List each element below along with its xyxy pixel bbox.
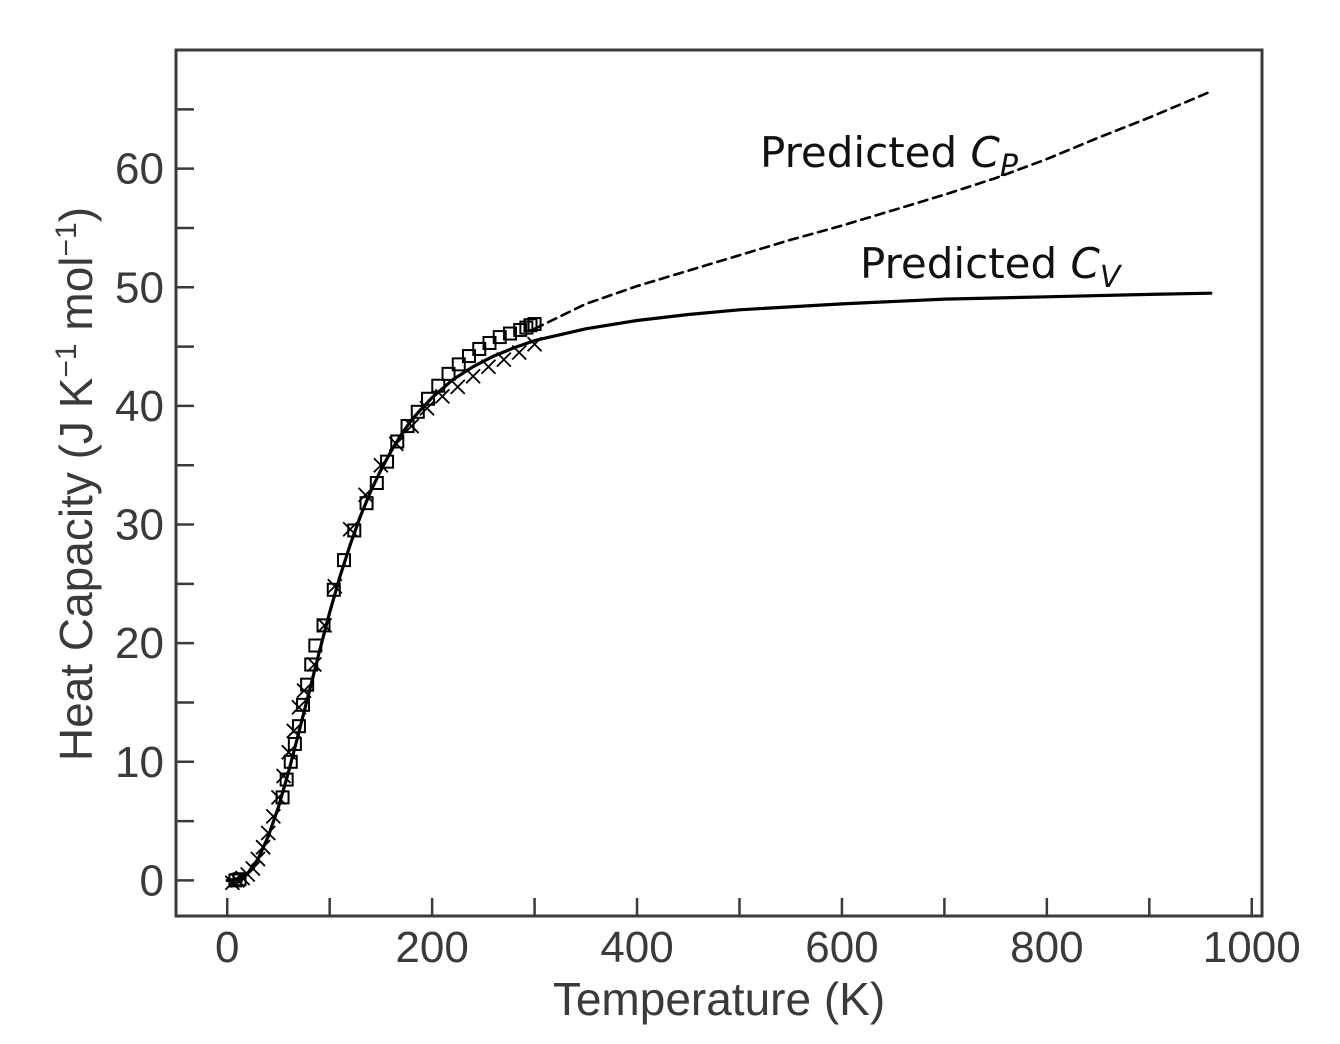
y-tick-label: 10 bbox=[115, 738, 164, 787]
x-tick-label: 800 bbox=[1010, 923, 1083, 972]
cp-curve bbox=[533, 90, 1213, 331]
x-tick-label: 1000 bbox=[1203, 923, 1301, 972]
markers-layer bbox=[224, 317, 543, 891]
data-point-square bbox=[304, 657, 319, 672]
data-point-cross bbox=[434, 388, 451, 405]
data-point-square bbox=[400, 419, 415, 434]
data-point-cross bbox=[229, 872, 246, 889]
data-point-square bbox=[390, 434, 405, 449]
data-point-cross bbox=[373, 457, 389, 473]
data-point-square bbox=[283, 754, 298, 769]
x-tick-label: 600 bbox=[805, 923, 878, 972]
x-axis-title: Temperature (K) bbox=[553, 973, 885, 1025]
data-point-cross bbox=[245, 860, 261, 877]
data-point-cross bbox=[465, 368, 481, 384]
data-point-square bbox=[308, 638, 323, 653]
data-point-square bbox=[380, 454, 395, 469]
annotation-cp-subscript: P bbox=[1000, 149, 1019, 184]
annotation-cp-symbol: C bbox=[971, 128, 1001, 177]
y-tick-label: 40 bbox=[115, 382, 164, 431]
axis-ticks bbox=[176, 108, 1254, 916]
x-tick-label: 400 bbox=[600, 923, 673, 972]
y-axis-title-mid: mol bbox=[50, 256, 102, 343]
data-point-square bbox=[519, 320, 534, 335]
x-tick-label: 200 bbox=[395, 923, 468, 972]
cv-curve bbox=[225, 291, 1213, 883]
data-point-square bbox=[337, 553, 352, 568]
data-point-square bbox=[287, 736, 302, 751]
y-axis-title-main: Heat Capacity (J K bbox=[50, 377, 102, 761]
data-point-cross bbox=[316, 617, 333, 633]
y-tick-label: 20 bbox=[115, 619, 164, 668]
y-axis-title: Heat Capacity (J K−1 mol−1) bbox=[50, 207, 102, 761]
series-layer bbox=[225, 90, 1213, 883]
data-point-square bbox=[421, 391, 436, 406]
y-axis-title-exp2: −1 bbox=[50, 222, 83, 256]
y-axis-title-exp1: −1 bbox=[50, 343, 83, 377]
data-point-square bbox=[502, 326, 517, 341]
data-point-cross bbox=[419, 400, 435, 416]
data-point-cross bbox=[291, 699, 307, 715]
data-point-cross bbox=[388, 436, 404, 452]
data-point-square bbox=[232, 872, 247, 887]
data-point-cross bbox=[357, 487, 374, 503]
annotation-cv-symbol: C bbox=[1071, 239, 1101, 288]
data-point-cross bbox=[265, 808, 281, 824]
data-point-cross bbox=[511, 344, 527, 361]
data-point-cross bbox=[281, 744, 297, 760]
axis-tick-labels: 0 200 400 600 800 1000 0 10 20 30 40 50 60 bbox=[115, 145, 1301, 972]
annotation-cp-text: Predicted bbox=[760, 128, 971, 177]
data-point-cross bbox=[342, 521, 358, 537]
data-point-square bbox=[527, 317, 542, 332]
data-point-square bbox=[326, 582, 341, 597]
data-point-cross bbox=[286, 723, 302, 739]
data-point-square bbox=[275, 790, 290, 805]
y-axis-title-end: ) bbox=[50, 207, 102, 222]
x-tick-label: 0 bbox=[215, 923, 239, 972]
data-point-cross bbox=[306, 656, 322, 673]
data-point-cross bbox=[404, 418, 420, 434]
data-point-cross bbox=[260, 825, 276, 841]
data-point-cross bbox=[450, 379, 466, 395]
y-tick-label: 50 bbox=[115, 263, 164, 312]
data-point-cross bbox=[275, 768, 292, 784]
data-point-cross bbox=[270, 789, 287, 806]
data-point-square bbox=[316, 618, 331, 633]
data-point-square bbox=[359, 496, 374, 511]
data-point-cross bbox=[480, 359, 497, 375]
data-point-cross bbox=[526, 336, 543, 352]
data-point-square bbox=[300, 677, 315, 692]
data-point-cross bbox=[327, 578, 343, 594]
annotation-cv-text: Predicted bbox=[860, 239, 1071, 288]
y-tick-label: 0 bbox=[140, 856, 164, 905]
data-point-square bbox=[492, 330, 507, 345]
data-point-cross bbox=[224, 875, 240, 891]
y-tick-label: 60 bbox=[115, 145, 164, 194]
data-point-cross bbox=[296, 682, 312, 699]
annotation-predicted-cv: Predicted CV bbox=[860, 239, 1123, 295]
data-point-square bbox=[369, 476, 384, 490]
data-point-cross bbox=[496, 351, 512, 368]
annotation-cv-subscript: V bbox=[1100, 260, 1123, 295]
y-tick-label: 30 bbox=[115, 501, 164, 550]
data-point-cross bbox=[255, 839, 271, 855]
data-point-square bbox=[441, 366, 456, 381]
data-point-square bbox=[462, 349, 477, 364]
data-point-square bbox=[451, 357, 466, 372]
annotation-predicted-cp: Predicted CP bbox=[760, 128, 1019, 184]
plot-frame bbox=[174, 48, 1264, 918]
data-point-square bbox=[523, 318, 538, 333]
data-point-square bbox=[291, 719, 306, 734]
data-point-cross bbox=[250, 851, 266, 867]
